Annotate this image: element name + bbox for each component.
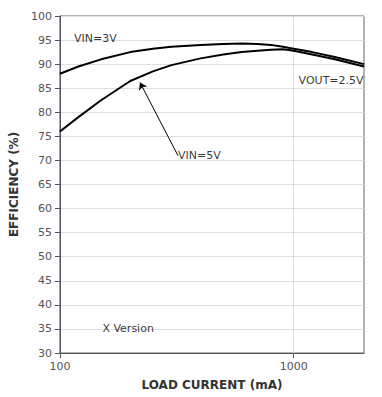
svg-text:70: 70: [38, 154, 52, 167]
svg-text:30: 30: [38, 347, 52, 360]
svg-text:45: 45: [38, 274, 52, 287]
svg-text:65: 65: [38, 178, 52, 191]
svg-text:X Version: X Version: [102, 322, 154, 335]
svg-text:50: 50: [38, 250, 52, 263]
svg-text:VIN=5V: VIN=5V: [178, 149, 221, 162]
svg-text:VOUT=2.5V: VOUT=2.5V: [299, 74, 364, 87]
svg-text:35: 35: [38, 322, 52, 335]
svg-text:100: 100: [31, 10, 52, 23]
svg-text:100: 100: [49, 360, 70, 373]
svg-text:60: 60: [38, 202, 52, 215]
svg-text:1000: 1000: [280, 360, 308, 373]
svg-text:85: 85: [38, 82, 52, 95]
svg-text:95: 95: [38, 34, 52, 47]
svg-text:90: 90: [38, 58, 52, 71]
svg-text:80: 80: [38, 106, 52, 119]
svg-text:40: 40: [38, 298, 52, 311]
svg-text:EFFICIENCY (%): EFFICIENCY (%): [7, 132, 21, 237]
svg-text:VIN=3V: VIN=3V: [74, 32, 117, 45]
svg-text:LOAD CURRENT (mA): LOAD CURRENT (mA): [141, 378, 282, 392]
svg-text:55: 55: [38, 226, 52, 239]
svg-text:75: 75: [38, 130, 52, 143]
